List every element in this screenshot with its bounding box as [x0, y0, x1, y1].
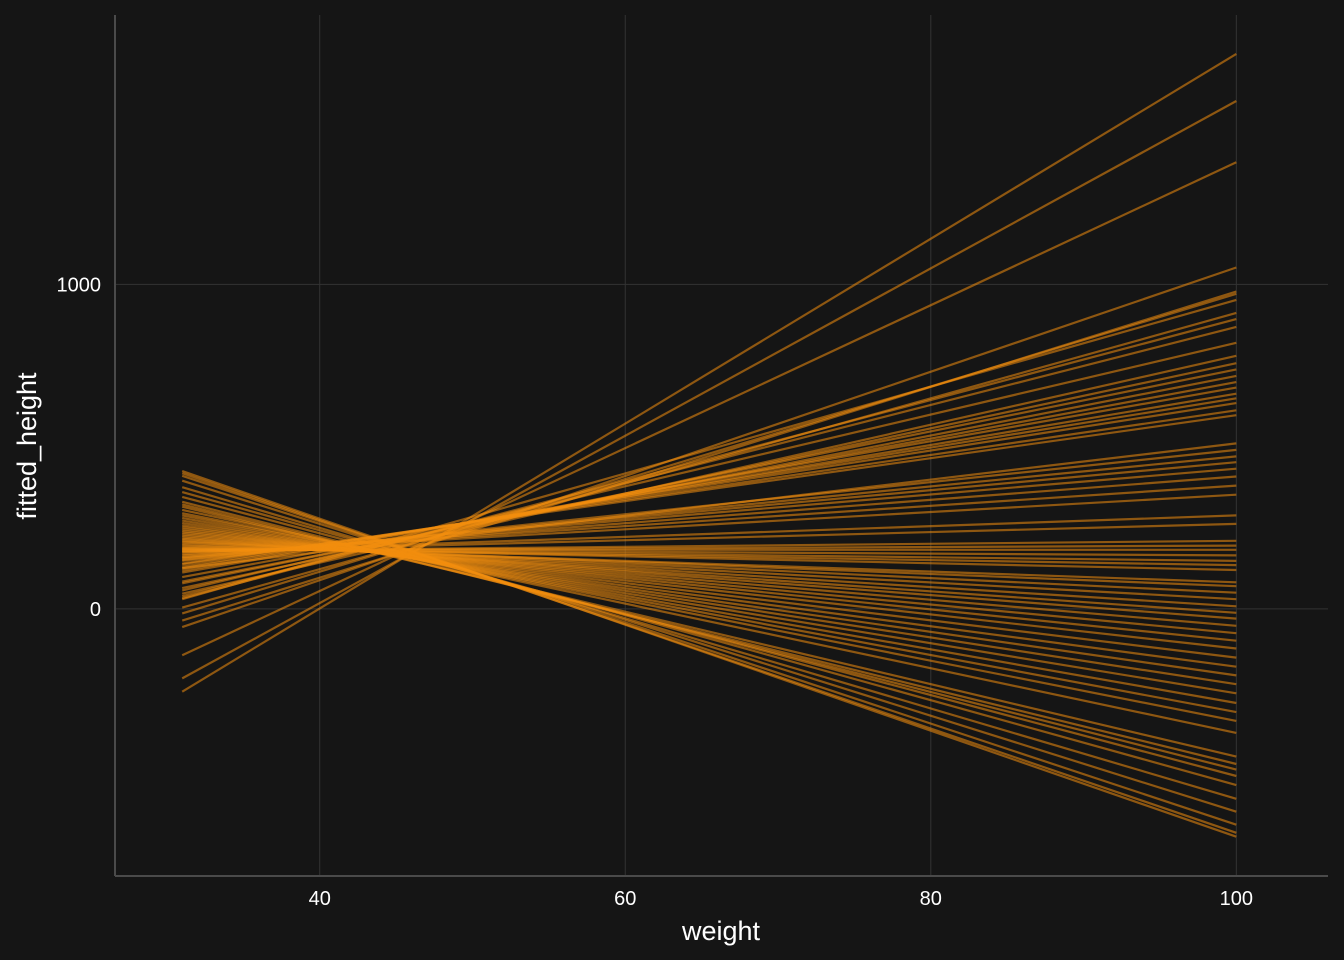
y-axis-title: fitted_height: [12, 372, 42, 520]
series-line: [181, 292, 1237, 615]
series-line: [181, 52, 1237, 693]
x-tick-label: 60: [614, 888, 636, 910]
series-line: [181, 266, 1237, 629]
series-line: [181, 311, 1237, 609]
series-line: [181, 503, 1237, 766]
series-line: [181, 469, 1237, 838]
x-tick-label: 40: [309, 888, 331, 910]
y-tick-label: 1000: [57, 274, 102, 296]
series-line: [181, 479, 1237, 813]
series-line: [181, 486, 1237, 800]
series-line: [181, 495, 1237, 778]
y-tick-label: 0: [90, 599, 101, 621]
series-line: [181, 100, 1237, 680]
series-lines: [181, 52, 1237, 838]
x-axis-title: weight: [681, 916, 761, 946]
x-tick-label: 100: [1220, 888, 1253, 910]
axes: [114, 15, 1328, 877]
series-line: [181, 161, 1237, 657]
series-line: [181, 491, 1237, 787]
x-tick-label: 80: [920, 888, 942, 910]
